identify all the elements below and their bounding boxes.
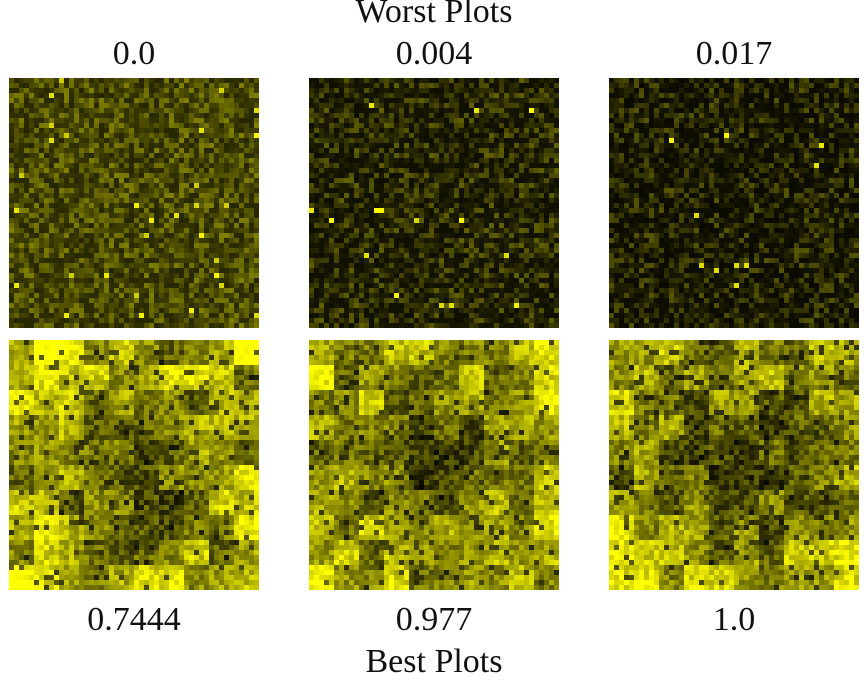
best-plots-heading: Best Plots bbox=[365, 643, 503, 680]
best-plot-3-heatmap bbox=[609, 340, 859, 590]
best-plot-1-score: 0.7444 bbox=[87, 601, 181, 638]
worst-plots-heading: Worst Plots bbox=[355, 0, 513, 30]
worst-plot-3-score: 0.017 bbox=[695, 35, 773, 72]
worst-plot-2-heatmap bbox=[309, 78, 559, 328]
best-plot-2-heatmap bbox=[309, 340, 559, 590]
worst-plot-1-heatmap bbox=[9, 78, 259, 328]
best-plot-1-heatmap bbox=[9, 340, 259, 590]
worst-plot-1-score: 0.0 bbox=[112, 35, 156, 72]
worst-plot-3-heatmap bbox=[609, 78, 859, 328]
best-plot-2-score: 0.977 bbox=[395, 601, 473, 638]
best-plot-3-score: 1.0 bbox=[712, 601, 756, 638]
worst-plot-2-score: 0.004 bbox=[395, 35, 473, 72]
